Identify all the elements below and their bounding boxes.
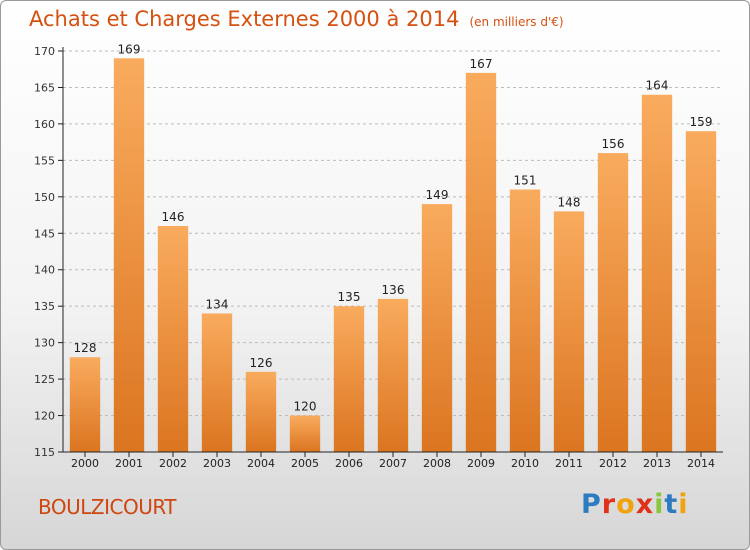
y-tick-label: 160 <box>34 118 55 131</box>
brand-logo: Proxiti <box>581 489 689 520</box>
x-tick-label: 2000 <box>71 457 99 470</box>
data-label: 159 <box>690 115 713 129</box>
x-tick-label: 2001 <box>115 457 143 470</box>
x-tick-label: 2010 <box>511 457 539 470</box>
bar <box>201 313 233 452</box>
x-tick-label: 2009 <box>467 457 495 470</box>
logo-letter: i <box>678 489 689 520</box>
bar <box>333 306 365 452</box>
bar <box>289 415 321 452</box>
data-label: 164 <box>646 79 669 93</box>
data-label: 151 <box>514 174 537 188</box>
y-tick-label: 120 <box>34 410 55 423</box>
x-tick-label: 2013 <box>643 457 671 470</box>
x-tick-label: 2002 <box>159 457 187 470</box>
y-tick-label: 125 <box>34 373 55 386</box>
y-tick-label: 115 <box>34 446 55 459</box>
bar <box>421 204 453 452</box>
bar <box>245 371 277 452</box>
data-label: 126 <box>250 356 273 370</box>
y-tick-label: 155 <box>34 154 55 167</box>
y-tick-label: 140 <box>34 264 55 277</box>
unit-label: (en milliers d'€) <box>469 15 564 29</box>
y-tick-label: 170 <box>34 45 55 58</box>
x-tick-label: 2012 <box>599 457 627 470</box>
x-tick-label: 2011 <box>555 457 583 470</box>
logo-letter: P <box>581 489 602 520</box>
y-tick-label: 130 <box>34 337 55 350</box>
data-label: 136 <box>382 283 405 297</box>
x-tick-label: 2004 <box>247 457 275 470</box>
bar <box>641 94 673 452</box>
x-tick-label: 2008 <box>423 457 451 470</box>
bar <box>509 189 541 452</box>
y-tick-label: 165 <box>34 81 55 94</box>
y-tick-label: 150 <box>34 191 55 204</box>
title-text: Achats et Charges Externes 2000 à 2014 <box>29 7 460 31</box>
logo-letter: o <box>616 489 636 520</box>
data-label: 128 <box>74 341 97 355</box>
data-label: 169 <box>118 42 141 56</box>
x-tick-label: 2006 <box>335 457 363 470</box>
logo-letter: x <box>635 489 655 520</box>
y-tick-label: 145 <box>34 227 55 240</box>
bar <box>157 225 189 452</box>
bar <box>465 72 497 452</box>
x-tick-label: 2014 <box>687 457 715 470</box>
bar <box>553 211 585 452</box>
x-tick-label: 2005 <box>291 457 319 470</box>
data-label: 149 <box>426 188 449 202</box>
bar <box>113 58 145 453</box>
data-label: 135 <box>338 290 361 304</box>
x-tick-label: 2003 <box>203 457 231 470</box>
logo-letter: i <box>654 489 665 520</box>
location-name: BOULZICOURT <box>38 495 177 519</box>
bar <box>377 298 409 452</box>
bar <box>69 357 101 452</box>
data-label: 134 <box>206 297 229 311</box>
chart-title: Achats et Charges Externes 2000 à 2014 (e… <box>29 7 564 31</box>
bar <box>597 153 629 452</box>
data-label: 120 <box>294 400 317 414</box>
data-label: 148 <box>558 195 581 209</box>
x-tick-label: 2007 <box>379 457 407 470</box>
data-label: 146 <box>162 210 185 224</box>
y-tick-label: 135 <box>34 300 55 313</box>
data-label: 167 <box>470 57 493 71</box>
data-label: 156 <box>602 137 625 151</box>
logo-letter: t <box>664 489 679 520</box>
bar <box>685 131 717 452</box>
logo-letter: r <box>601 489 617 520</box>
